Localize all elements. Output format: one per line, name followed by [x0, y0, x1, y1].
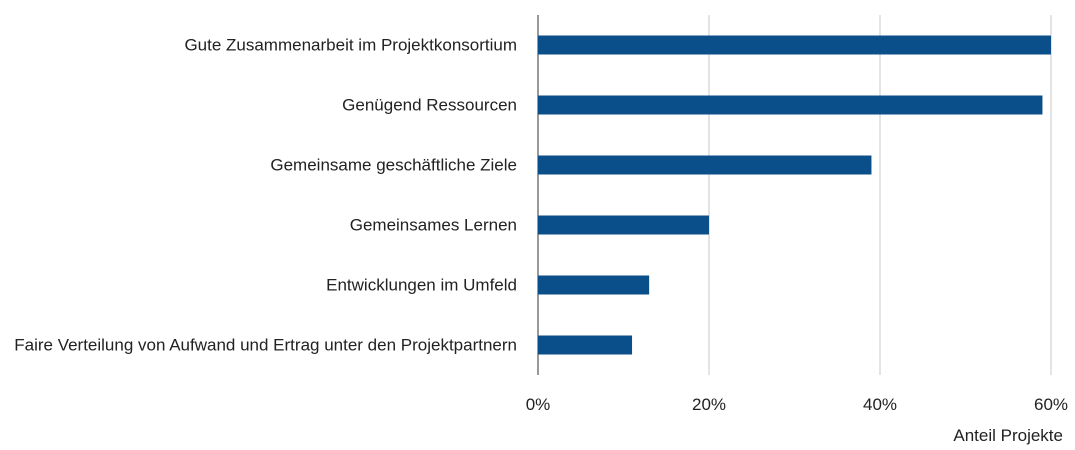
bar — [538, 215, 709, 235]
bar — [538, 335, 633, 355]
y-tick-label: Gute Zusammenarbeit im Projektkonsortium — [184, 35, 517, 55]
y-tick-label: Gemeinsame geschäftliche Ziele — [270, 155, 517, 175]
x-axis-title: Anteil Projekte — [953, 426, 1063, 445]
x-tick-label: 40% — [862, 395, 898, 414]
y-tick-label: Faire Verteilung von Aufwand und Ertrag … — [14, 335, 517, 355]
x-tick-label: 60% — [1033, 395, 1069, 414]
bar — [538, 275, 650, 295]
y-tick-label: Gemeinsames Lernen — [349, 215, 517, 235]
bar — [538, 35, 1051, 55]
y-tick-label: Genügend Ressourcen — [342, 95, 517, 115]
y-tick-label: Entwicklungen im Umfeld — [326, 275, 517, 295]
x-tick-label: 0% — [525, 395, 551, 414]
x-tick-label: 20% — [691, 395, 727, 414]
bar — [538, 95, 1043, 115]
bar — [538, 155, 872, 175]
